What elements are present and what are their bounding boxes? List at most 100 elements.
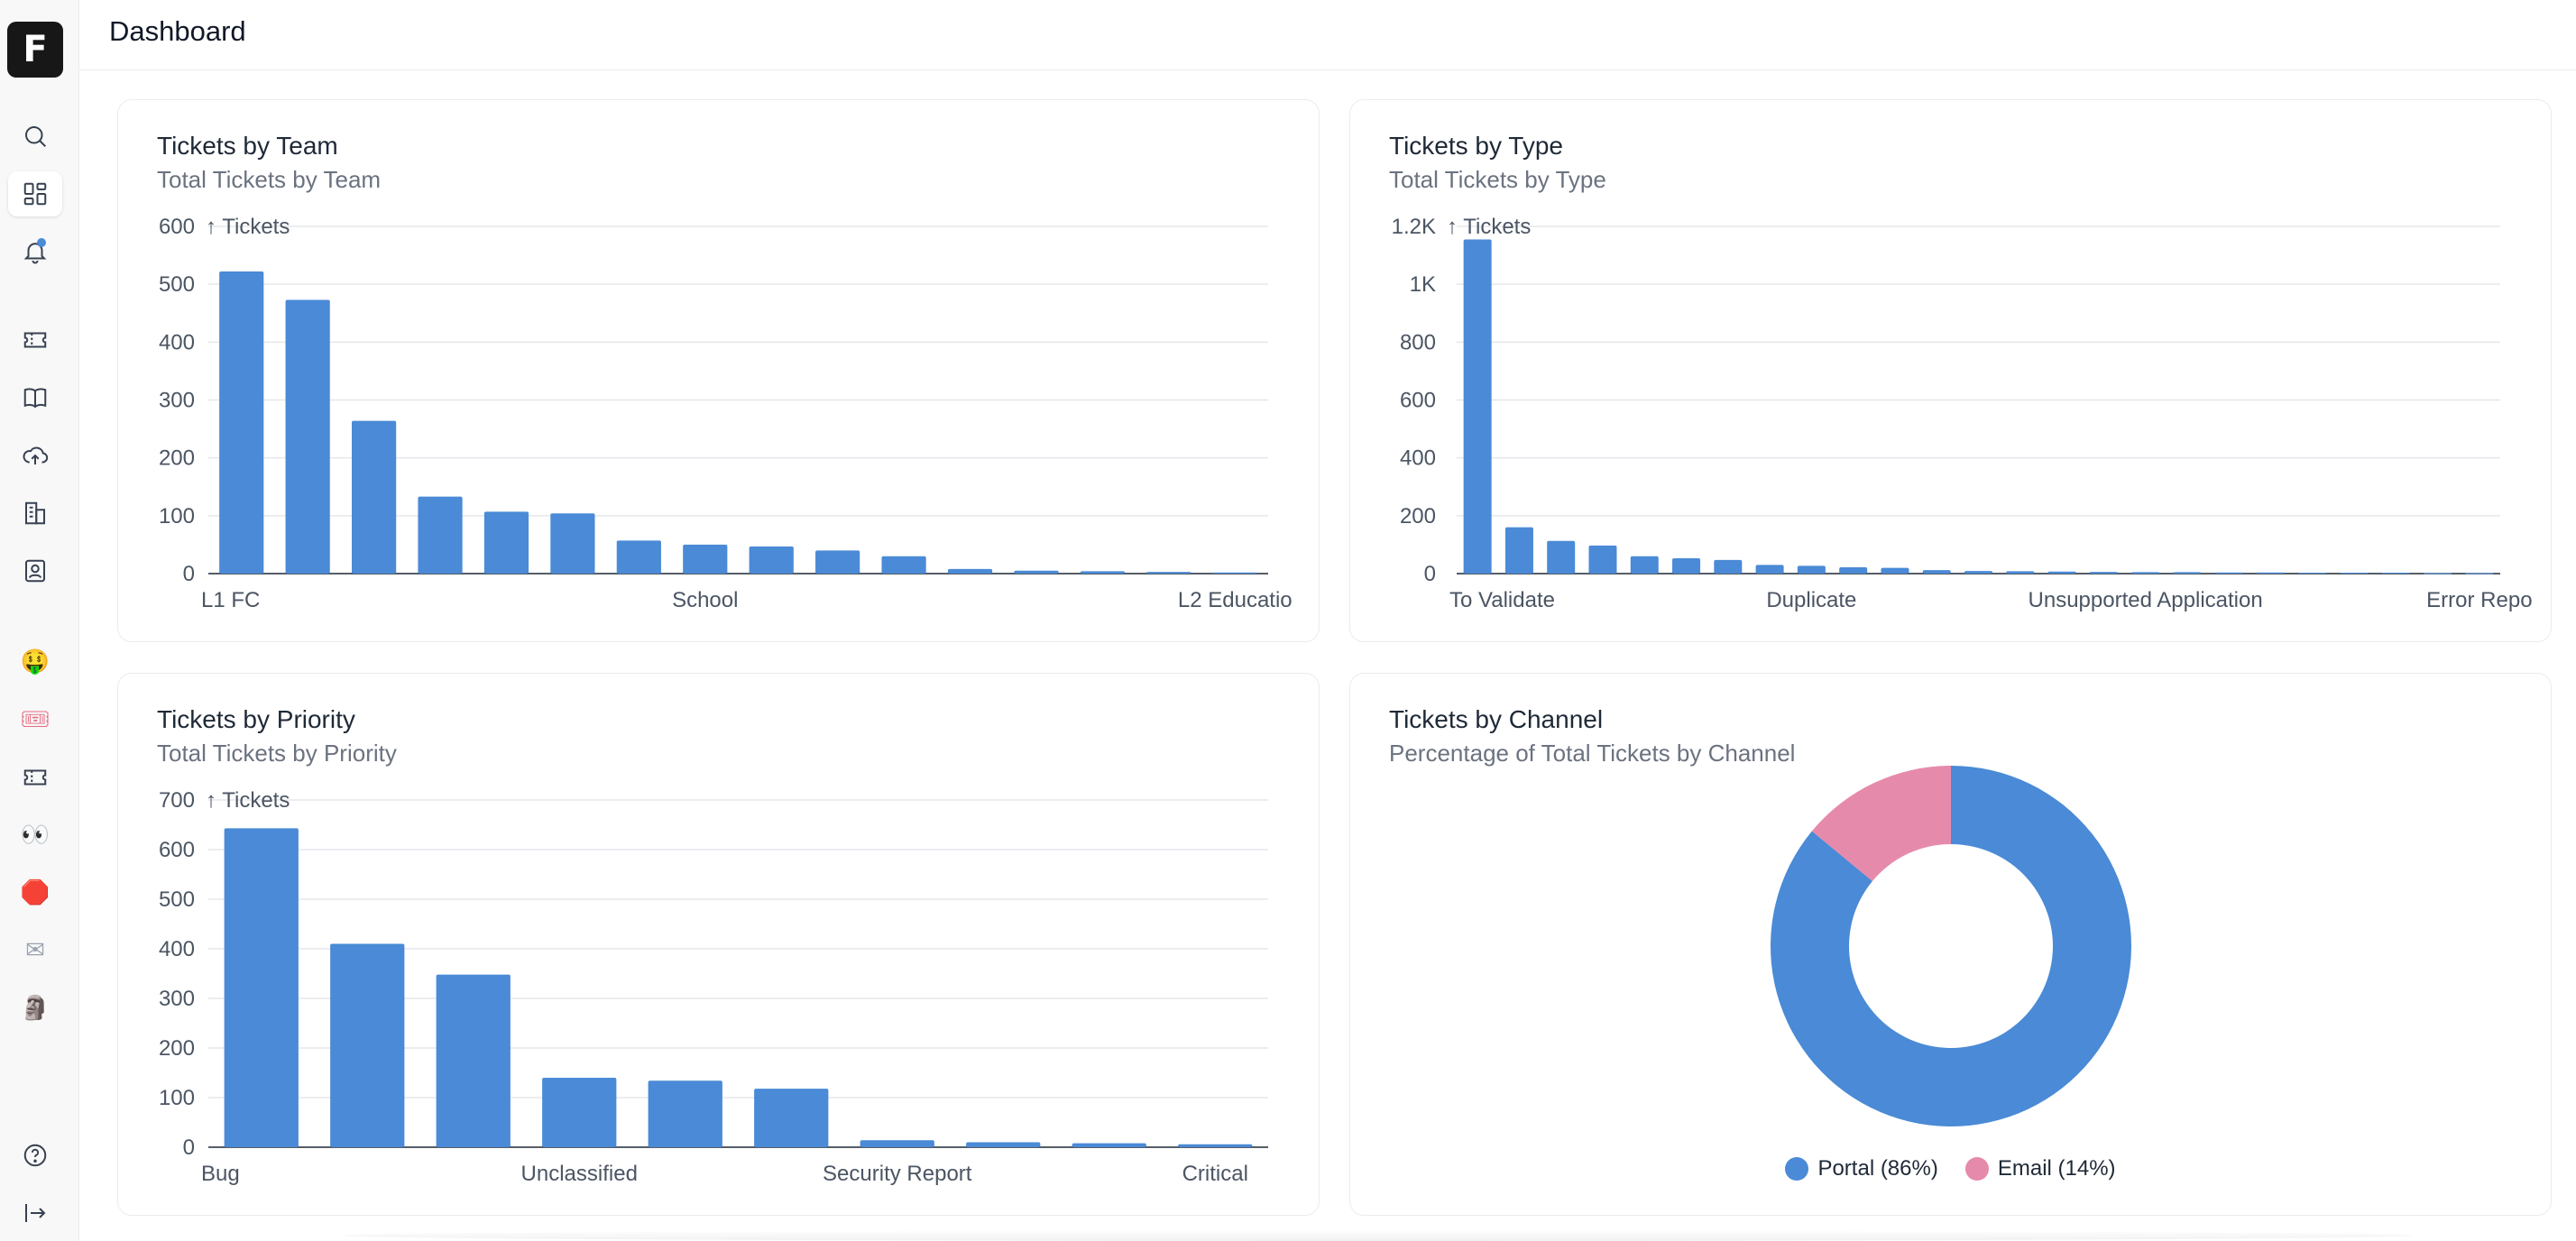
type-bar-chart: 0 200 400 600 800 1K 1.2K ↑ Tickets To Validate D…	[1392, 215, 2533, 612]
bar[interactable]	[1504, 527, 1533, 574]
unread-dot	[37, 238, 46, 247]
donut-slice[interactable]	[1811, 766, 1951, 881]
bar[interactable]	[1588, 545, 1617, 574]
y-tick-label: 400	[159, 937, 195, 961]
bar[interactable]	[418, 496, 463, 574]
y-tick-label: 400	[1400, 446, 1436, 471]
bar[interactable]	[2214, 572, 2243, 574]
ticket-outline-icon[interactable]	[8, 755, 62, 800]
bar[interactable]	[285, 299, 330, 574]
bar[interactable]	[2465, 573, 2494, 575]
bar[interactable]	[1755, 565, 1784, 574]
bar[interactable]	[1630, 556, 1659, 574]
bar[interactable]	[1964, 571, 1993, 574]
notification-bell-icon[interactable]	[8, 229, 62, 274]
bar[interactable]	[683, 544, 728, 574]
x-tick-label: Error Repo	[2426, 588, 2532, 612]
bar[interactable]	[2340, 573, 2369, 575]
bar[interactable]	[966, 1142, 1041, 1148]
bar[interactable]	[483, 511, 529, 574]
bar[interactable]	[815, 550, 860, 574]
bar[interactable]	[860, 1140, 934, 1147]
legend-label: Portal (86%)	[1817, 1156, 1938, 1181]
bar[interactable]	[2131, 572, 2160, 574]
book-icon[interactable]	[8, 375, 62, 420]
bar[interactable]	[2089, 572, 2118, 574]
legend-swatch	[1785, 1157, 1809, 1181]
app-logo[interactable]: F	[7, 22, 63, 78]
channel-legend: Portal (86%) Email (14%)	[1349, 1156, 2552, 1181]
y-axis-label: ↑ Tickets	[206, 788, 290, 813]
bar[interactable]	[754, 1089, 829, 1147]
y-tick-label: 1.2K	[1392, 215, 1436, 239]
card-title: Tickets by Priority	[157, 705, 355, 733]
bar[interactable]	[881, 556, 926, 574]
x-tick-label: Security Report	[823, 1162, 972, 1186]
bar[interactable]	[2298, 573, 2327, 575]
money-face-icon[interactable]: 🤑	[20, 648, 51, 676]
building-icon[interactable]	[8, 491, 62, 536]
bar[interactable]	[947, 568, 993, 574]
dashboard-icon[interactable]	[8, 171, 62, 216]
bar[interactable]	[648, 1080, 722, 1147]
bar[interactable]	[1080, 571, 1126, 574]
bar[interactable]	[2047, 571, 2076, 574]
search-icon[interactable]	[8, 114, 62, 159]
bar[interactable]	[2006, 571, 2035, 574]
cloud-upload-icon[interactable]	[8, 433, 62, 478]
bar[interactable]	[749, 546, 794, 574]
page-header: Dashboard	[79, 0, 2576, 70]
contact-icon[interactable]	[8, 548, 62, 593]
bar[interactable]	[351, 420, 397, 574]
bar[interactable]	[1839, 566, 1868, 574]
envelope-icon[interactable]: ✉	[25, 937, 45, 964]
bar[interactable]	[330, 943, 405, 1148]
stop-sign-icon[interactable]: 🛑	[20, 879, 51, 906]
bar[interactable]	[1463, 239, 1492, 574]
bar[interactable]	[2173, 572, 2202, 574]
bar[interactable]	[224, 828, 299, 1147]
bar[interactable]	[1714, 559, 1743, 574]
bar[interactable]	[1922, 570, 1951, 574]
x-tick-label: School	[672, 588, 738, 612]
x-tick-label: Unclassified	[521, 1162, 638, 1186]
admission-ticket-icon[interactable]: 🎟	[20, 706, 51, 733]
x-tick-label: Critical	[1182, 1162, 1248, 1186]
y-tick-label: 300	[159, 987, 195, 1011]
eyes-icon[interactable]: 👀	[20, 822, 51, 849]
bar[interactable]	[1212, 572, 1257, 574]
bar[interactable]	[1146, 572, 1191, 574]
bar[interactable]	[1797, 565, 1826, 574]
legend-item-portal[interactable]: Portal (86%)	[1785, 1156, 1938, 1181]
bar[interactable]	[550, 513, 595, 574]
y-tick-label: 600	[159, 838, 195, 862]
legend-swatch	[1964, 1157, 1989, 1181]
x-tick-label: To Validate	[1449, 588, 1555, 612]
help-icon[interactable]	[8, 1133, 62, 1178]
ticket-icon[interactable]	[8, 317, 62, 363]
y-tick-label: 300	[159, 389, 195, 413]
tickets-by-type-card: Tickets by Type Total Tickets by Type 0 2…	[1349, 99, 2552, 642]
tickets-by-team-card: Tickets by Team Total Tickets by Team 0 1…	[117, 99, 1320, 642]
team-bar-chart: 0 100 200 300 400 500 600 ↑ Tickets L1 FC School L…	[159, 215, 1293, 612]
logout-icon[interactable]	[8, 1190, 62, 1236]
bar[interactable]	[2381, 573, 2410, 575]
bar[interactable]	[616, 540, 661, 574]
bar[interactable]	[1547, 540, 1576, 574]
donut-slice[interactable]	[1771, 766, 2131, 1126]
bar[interactable]	[436, 974, 511, 1147]
bar[interactable]	[1178, 1144, 1253, 1147]
bar[interactable]	[1881, 567, 1909, 574]
y-tick-label: 0	[183, 562, 195, 586]
bar[interactable]	[2256, 572, 2285, 574]
bar[interactable]	[1072, 1143, 1146, 1147]
bar[interactable]	[1014, 570, 1059, 574]
channel-donut-chart	[1771, 766, 2131, 1126]
card-title: Tickets by Channel	[1389, 705, 1604, 733]
bar[interactable]	[1672, 557, 1701, 574]
moai-icon[interactable]: 🗿	[20, 995, 51, 1022]
bar[interactable]	[219, 271, 264, 574]
bar[interactable]	[542, 1078, 617, 1147]
legend-item-email[interactable]: Email (14%)	[1964, 1156, 2116, 1181]
bar[interactable]	[2424, 573, 2452, 575]
